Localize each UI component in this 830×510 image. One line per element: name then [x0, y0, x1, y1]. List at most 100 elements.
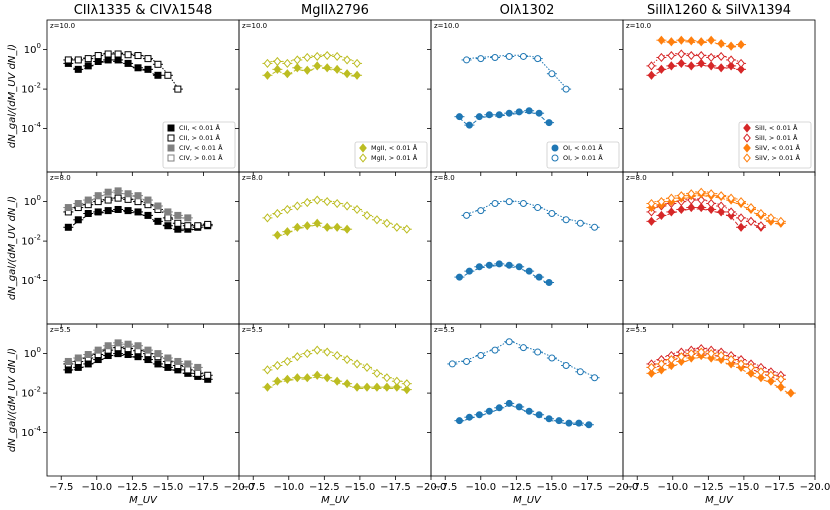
data-point — [283, 374, 292, 384]
data-point — [373, 382, 381, 392]
data-point — [717, 63, 725, 73]
redshift-label: z=8.0 — [626, 174, 647, 182]
data-point — [677, 35, 686, 45]
redshift-label: z=5.5 — [434, 326, 455, 334]
data-point — [114, 187, 122, 195]
panel-data — [646, 35, 747, 80]
data-point — [737, 222, 745, 232]
data-point — [174, 357, 182, 365]
legend: OI, < 0.01 ÅOI, > 0.01 Å — [546, 141, 620, 169]
data-point — [64, 204, 72, 212]
data-point — [293, 55, 302, 65]
data-point — [263, 58, 272, 68]
data-point — [383, 373, 391, 383]
data-point — [465, 121, 473, 129]
x-axis-label: M_UV — [705, 495, 734, 506]
x-tick-label: −15.0 — [729, 482, 760, 493]
data-point — [491, 200, 499, 208]
data-point — [263, 213, 272, 223]
series-cii--001- — [63, 50, 183, 93]
data-point — [697, 195, 706, 205]
data-point — [303, 349, 312, 359]
x-tick-label: −20.0 — [800, 482, 830, 493]
data-point — [263, 382, 272, 392]
panel-frame — [46, 171, 240, 325]
data-point — [313, 61, 322, 71]
legend-entry: SiIV, > 0.01 Å — [755, 153, 800, 162]
data-point — [114, 350, 122, 358]
data-point — [697, 50, 706, 61]
data-point — [353, 70, 361, 80]
data-point — [491, 53, 499, 61]
data-point — [114, 194, 122, 202]
data-point — [548, 354, 556, 362]
legend-marker — [167, 134, 175, 142]
data-point — [313, 345, 322, 355]
data-point — [94, 208, 102, 216]
data-point — [647, 368, 656, 378]
x-tick-label: −10.0 — [273, 482, 304, 493]
panel-data — [63, 187, 213, 233]
data-point — [565, 419, 573, 427]
x-tick-label: −7.5 — [433, 482, 457, 493]
data-point — [657, 52, 666, 63]
series-siiv--001- — [656, 35, 747, 51]
data-point — [717, 350, 725, 361]
x-tick-label: −15.0 — [345, 482, 376, 493]
x-tick-label: −10.0 — [81, 482, 112, 493]
data-point — [164, 208, 172, 216]
data-point — [667, 207, 676, 217]
series-oi--001- — [454, 399, 594, 429]
panel-data — [454, 198, 600, 286]
panel-r0-c2: z=10.0 OI, < 0.01 ÅOI, > 0.01 Å — [427, 19, 624, 176]
col-title-2: OIλ1302 — [500, 3, 555, 18]
legend-marker — [551, 144, 559, 152]
series-mgii--001- — [262, 195, 412, 234]
data-point — [727, 61, 735, 71]
data-point — [333, 222, 341, 232]
data-point — [333, 198, 341, 209]
data-point — [323, 373, 332, 383]
data-point — [323, 222, 332, 232]
data-point — [323, 50, 332, 61]
model-curve — [68, 60, 159, 78]
data-point — [747, 202, 755, 213]
model-curve — [651, 52, 742, 66]
panel-data — [262, 195, 412, 240]
data-point — [323, 63, 332, 73]
y-tick-label: 100 — [24, 42, 41, 56]
data-point — [94, 52, 102, 60]
data-point — [747, 216, 755, 226]
data-point — [737, 58, 745, 68]
data-point — [534, 55, 542, 63]
data-point — [687, 349, 696, 359]
panel-frame — [622, 323, 816, 477]
legend-marker — [359, 153, 367, 163]
data-point — [154, 60, 162, 68]
data-point — [84, 62, 92, 70]
data-point — [333, 51, 341, 62]
data-point — [174, 85, 182, 93]
data-point — [647, 70, 656, 80]
data-point — [293, 373, 302, 383]
panel-data — [262, 50, 363, 80]
data-point — [124, 351, 132, 359]
data-point — [204, 371, 212, 379]
data-point — [687, 50, 696, 61]
data-point — [535, 411, 543, 419]
data-point — [687, 61, 696, 71]
data-point — [383, 382, 391, 392]
legend-entry: CII, > 0.01 Å — [179, 133, 221, 142]
series-siii--001- — [646, 49, 747, 71]
redshift-label: z=8.0 — [50, 174, 71, 182]
data-point — [463, 211, 471, 219]
data-point — [777, 382, 785, 392]
data-point — [174, 225, 182, 233]
data-point — [363, 210, 371, 220]
data-point — [757, 221, 765, 231]
data-point — [707, 61, 716, 71]
data-point — [134, 208, 142, 216]
x-tick-label: −12.5 — [117, 482, 148, 493]
